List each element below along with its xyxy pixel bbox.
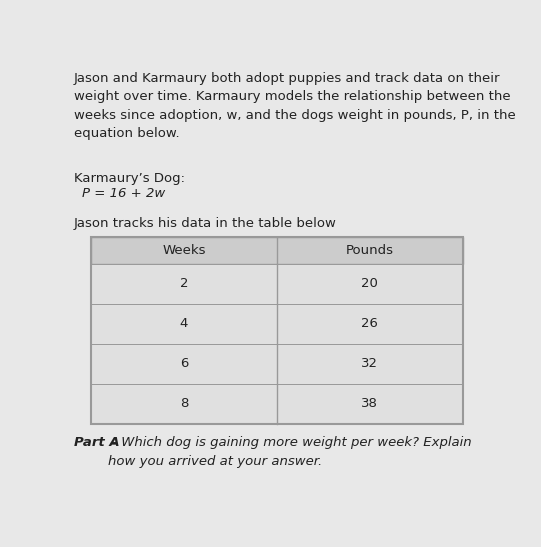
Text: 6: 6	[180, 357, 188, 370]
Text: Part A: Part A	[74, 436, 120, 449]
Text: 20: 20	[361, 277, 378, 290]
Text: Karmaury’s Dog:: Karmaury’s Dog:	[74, 172, 185, 185]
Bar	[91, 237, 463, 264]
Bar	[91, 304, 463, 344]
Text: 38: 38	[361, 397, 378, 410]
Bar	[91, 264, 463, 304]
Bar	[91, 344, 463, 383]
Text: 8: 8	[180, 397, 188, 410]
Bar	[91, 237, 463, 424]
Text: 2: 2	[180, 277, 188, 290]
Text: P = 16 + 2w: P = 16 + 2w	[82, 187, 165, 200]
Text: Pounds: Pounds	[346, 243, 394, 257]
Text: 26: 26	[361, 317, 378, 330]
Text: 32: 32	[361, 357, 378, 370]
Text: Weeks: Weeks	[162, 243, 206, 257]
Text: 4: 4	[180, 317, 188, 330]
Text: - Which dog is gaining more weight per week? Explain
how you arrived at your ans: - Which dog is gaining more weight per w…	[108, 436, 472, 468]
Bar	[91, 383, 463, 424]
Text: Jason tracks his data in the table below: Jason tracks his data in the table below	[74, 217, 337, 230]
Text: Jason and Karmaury both adopt puppies and track data on their
weight over time. : Jason and Karmaury both adopt puppies an…	[74, 72, 516, 140]
